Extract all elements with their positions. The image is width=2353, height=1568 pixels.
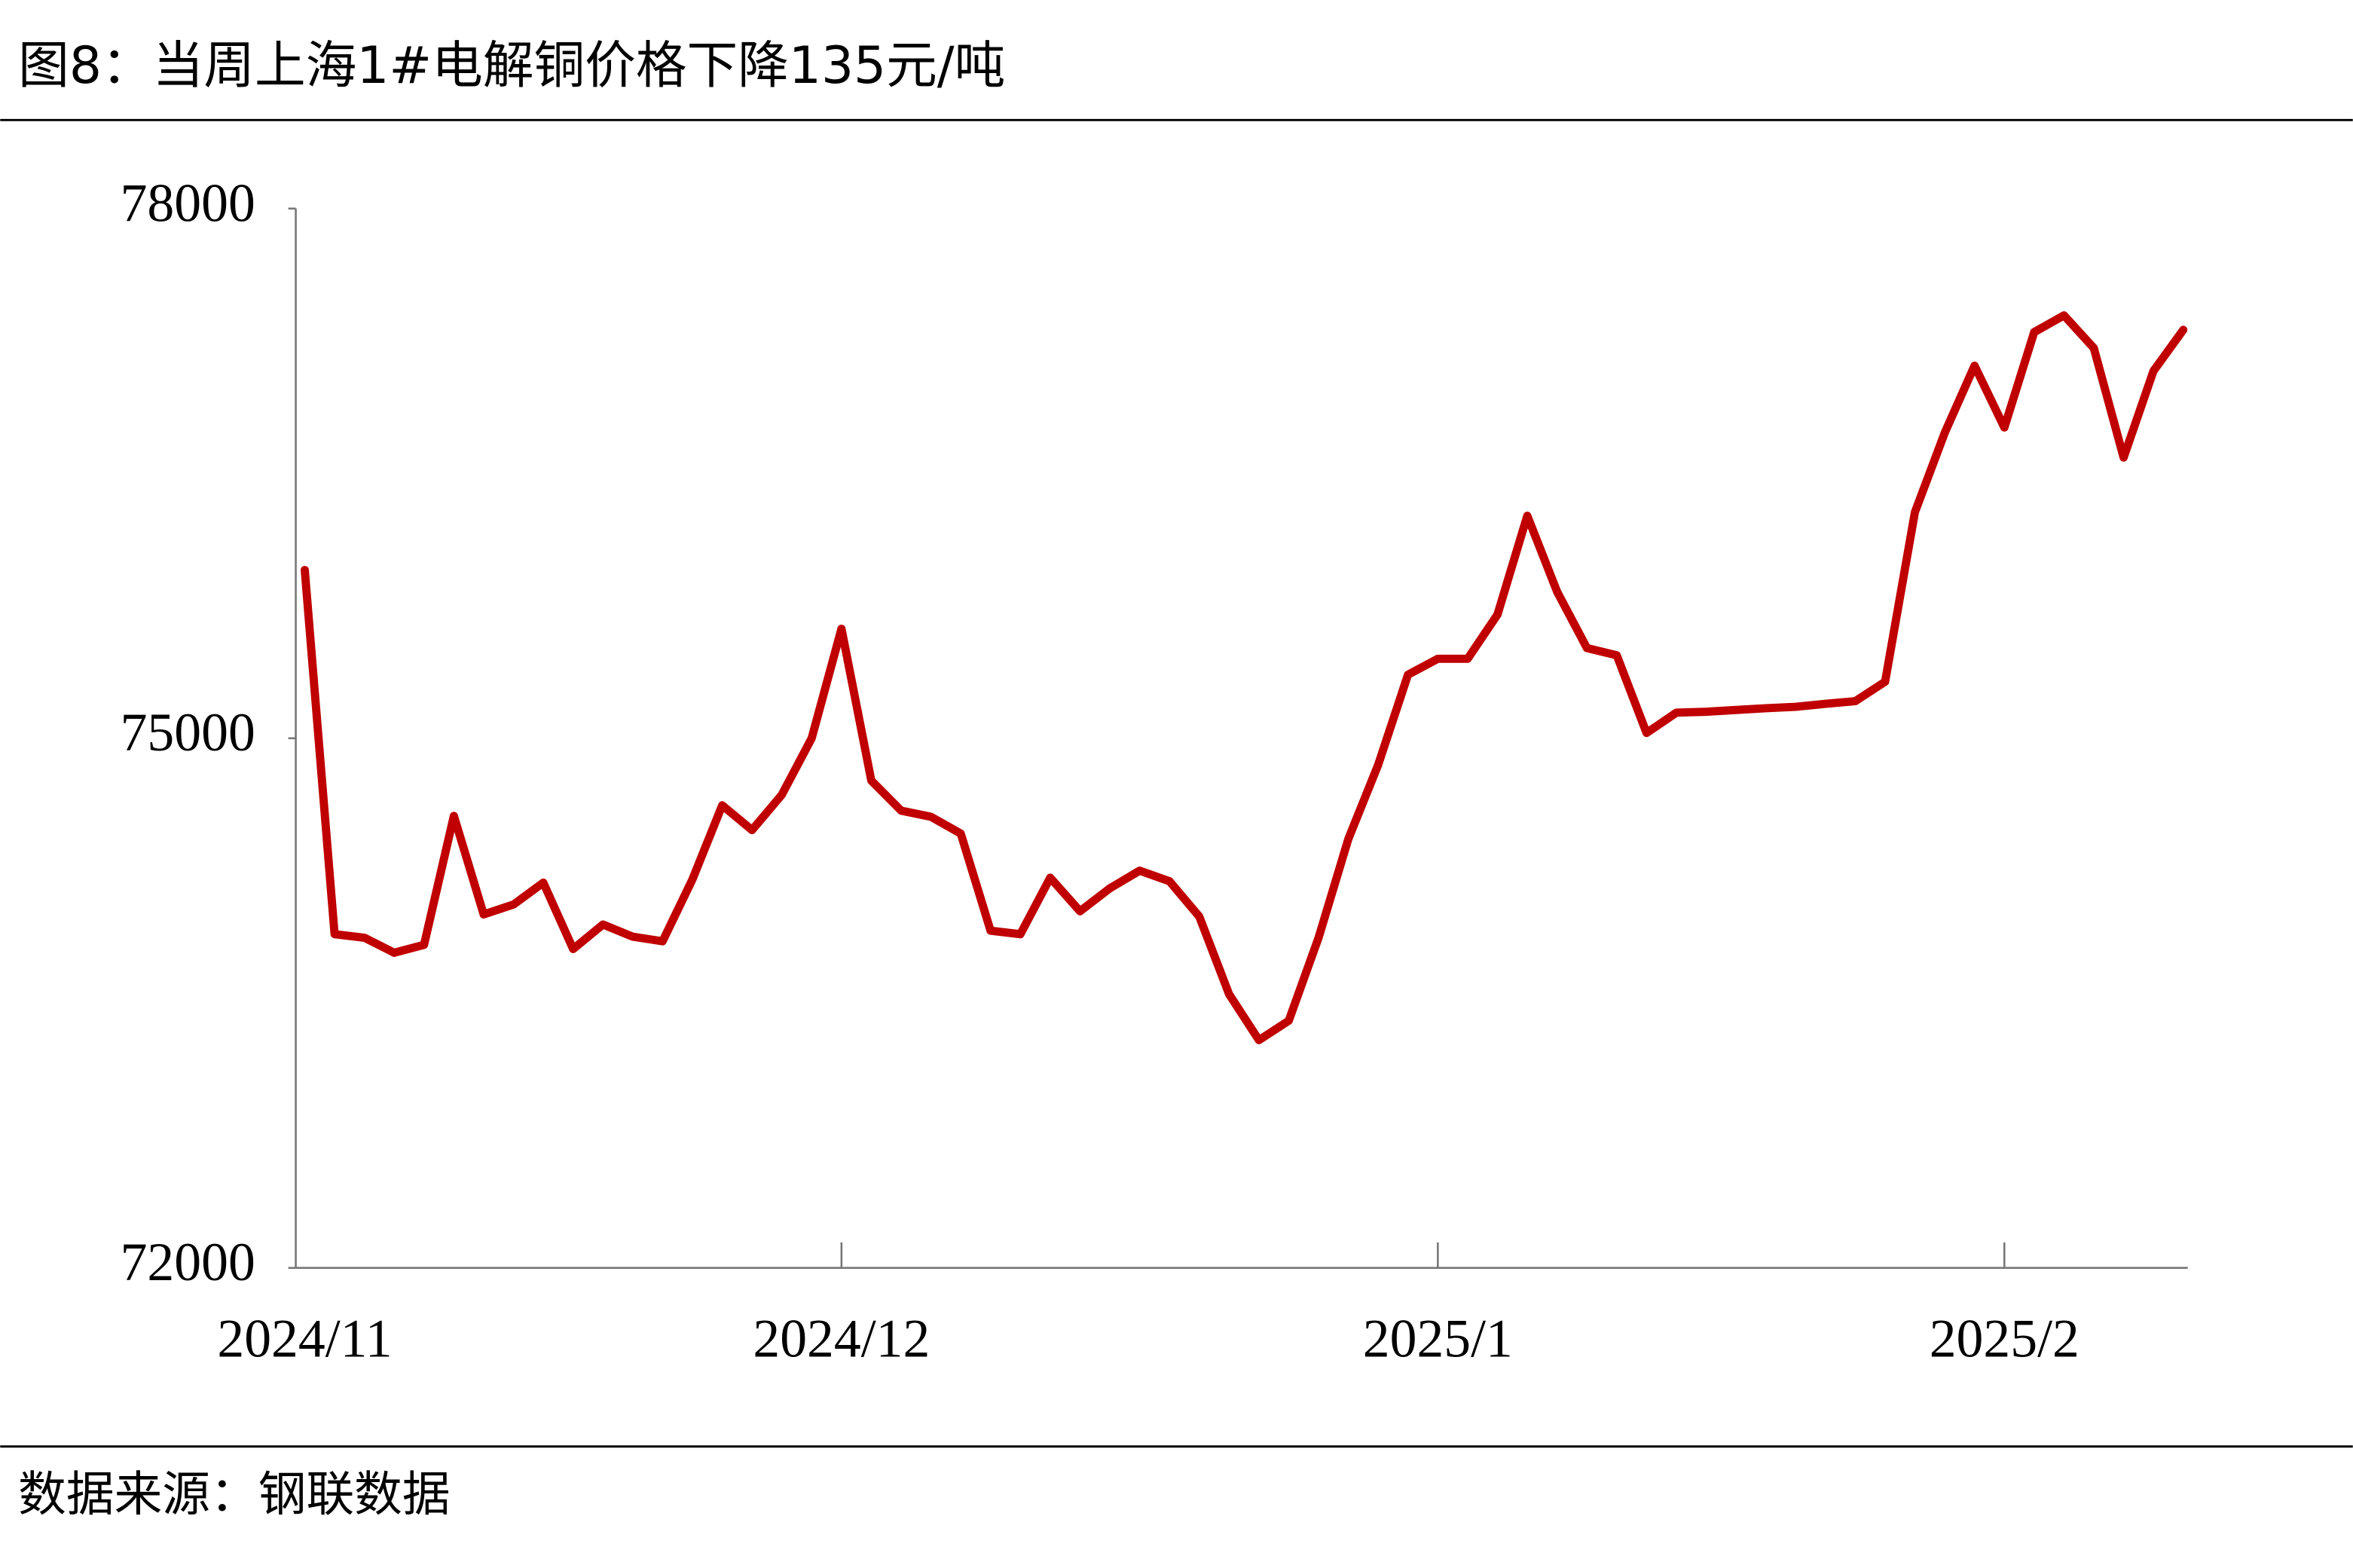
x-tick-label: 2024/12 <box>753 1309 930 1369</box>
y-tick-label: 78000 <box>121 173 255 233</box>
x-tick-label: 2024/11 <box>217 1309 392 1369</box>
y-tick-label: 72000 <box>121 1232 255 1292</box>
x-tick-label: 2025/1 <box>1363 1309 1513 1369</box>
line-series <box>301 311 2188 1044</box>
x-tick-label: 2025/2 <box>1930 1309 2080 1369</box>
chart-title: 图8：当周上海1#电解铜价格下降135元/吨 <box>18 35 1005 95</box>
y-tick-label: 75000 <box>121 702 255 763</box>
source-note: 数据来源：钢联数据 <box>18 1467 450 1523</box>
